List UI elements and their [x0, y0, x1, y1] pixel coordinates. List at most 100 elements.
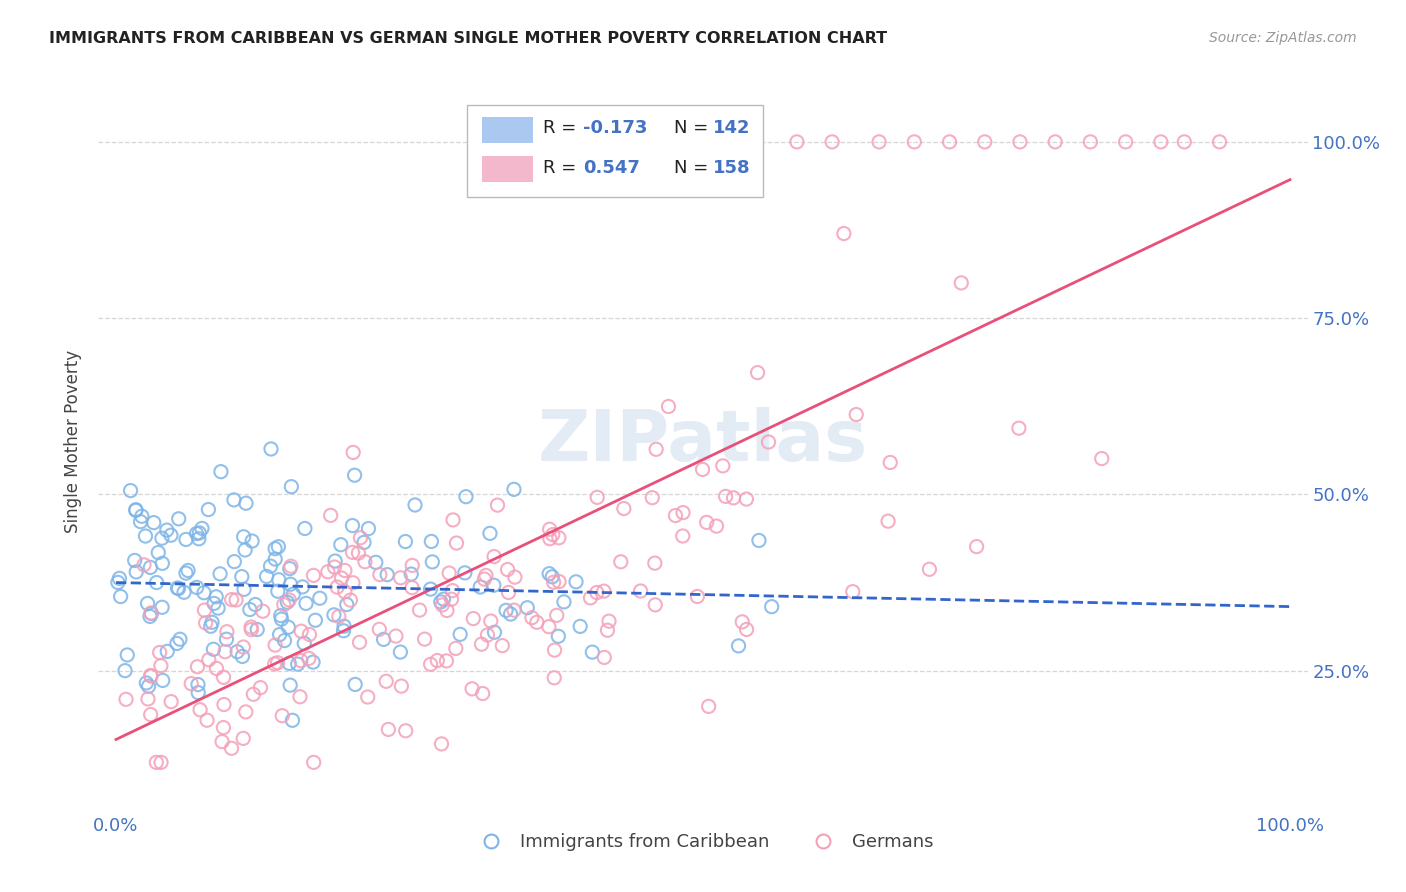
- Point: [477, 628, 499, 642]
- Point: [186, 581, 208, 595]
- Point: [139, 606, 162, 620]
- Point: [287, 657, 309, 672]
- Point: [187, 532, 209, 546]
- Point: [107, 575, 129, 590]
- Point: [115, 692, 138, 706]
- Point: [222, 492, 245, 507]
- Point: [152, 673, 174, 688]
- Point: [368, 567, 391, 582]
- Point: [761, 599, 783, 614]
- Text: R =: R =: [543, 159, 582, 177]
- Text: ZIPatlas: ZIPatlas: [538, 407, 868, 476]
- Point: [233, 543, 256, 558]
- Point: [879, 455, 901, 469]
- Point: [141, 607, 163, 621]
- Point: [195, 713, 218, 727]
- Point: [252, 604, 274, 618]
- Point: [167, 582, 190, 596]
- Point: [444, 641, 467, 656]
- Point: [842, 584, 865, 599]
- Point: [344, 677, 367, 691]
- Point: [516, 600, 538, 615]
- Point: [375, 674, 398, 689]
- Point: [596, 624, 619, 638]
- Point: [748, 533, 770, 548]
- Point: [1115, 135, 1137, 149]
- Point: [543, 643, 565, 657]
- Point: [201, 615, 224, 630]
- Point: [139, 668, 162, 682]
- Point: [547, 629, 569, 643]
- Point: [408, 603, 430, 617]
- Point: [124, 553, 146, 567]
- Point: [446, 536, 468, 550]
- Point: [1208, 135, 1230, 149]
- Point: [209, 465, 232, 479]
- Point: [267, 540, 290, 554]
- Text: 142: 142: [713, 120, 751, 137]
- Point: [454, 566, 477, 580]
- Point: [308, 591, 330, 606]
- Point: [245, 598, 267, 612]
- Point: [491, 639, 513, 653]
- Point: [110, 590, 132, 604]
- Point: [845, 408, 868, 422]
- FancyBboxPatch shape: [482, 156, 533, 183]
- Point: [148, 545, 170, 559]
- Point: [347, 546, 370, 560]
- Point: [326, 580, 349, 594]
- Point: [131, 509, 153, 524]
- Point: [621, 135, 644, 149]
- Point: [232, 640, 254, 654]
- Point: [672, 506, 695, 520]
- Point: [271, 708, 294, 723]
- Point: [585, 585, 607, 599]
- Point: [270, 612, 292, 626]
- Point: [302, 568, 325, 582]
- Point: [342, 575, 364, 590]
- Point: [298, 627, 321, 641]
- Point: [1043, 135, 1066, 149]
- Point: [150, 756, 173, 770]
- Point: [581, 645, 603, 659]
- Point: [918, 562, 941, 576]
- Point: [368, 623, 391, 637]
- Point: [565, 574, 588, 589]
- Point: [200, 619, 222, 633]
- Point: [543, 575, 565, 590]
- Point: [592, 584, 614, 599]
- Point: [547, 531, 569, 545]
- Point: [323, 554, 346, 568]
- Point: [641, 491, 664, 505]
- Point: [1150, 135, 1173, 149]
- Point: [426, 653, 449, 667]
- Point: [166, 581, 188, 595]
- Point: [233, 582, 256, 597]
- Text: N =: N =: [673, 120, 714, 137]
- Point: [298, 651, 321, 665]
- Point: [711, 458, 734, 473]
- Point: [278, 593, 301, 607]
- Point: [249, 681, 271, 695]
- Point: [212, 698, 235, 712]
- Point: [586, 491, 609, 505]
- Text: Source: ZipAtlas.com: Source: ZipAtlas.com: [1209, 31, 1357, 45]
- Point: [187, 677, 209, 691]
- Point: [240, 623, 263, 637]
- Text: R =: R =: [543, 120, 582, 137]
- Point: [437, 566, 460, 580]
- Point: [399, 567, 422, 582]
- Point: [375, 567, 398, 582]
- Point: [136, 597, 159, 611]
- Point: [333, 619, 356, 633]
- Point: [461, 681, 484, 696]
- Point: [319, 508, 342, 523]
- Point: [471, 686, 494, 700]
- Point: [108, 571, 131, 585]
- Point: [207, 601, 229, 615]
- Point: [441, 583, 464, 598]
- Point: [630, 584, 652, 599]
- Point: [353, 535, 375, 549]
- Point: [117, 648, 139, 662]
- Point: [692, 462, 714, 476]
